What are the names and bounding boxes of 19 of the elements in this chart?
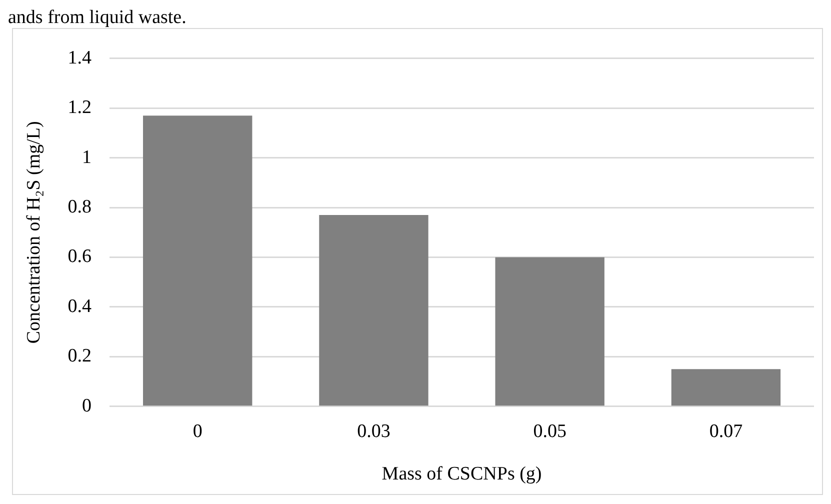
y-tick-label: 0.6 <box>68 246 92 268</box>
y-tick-label: 1.4 <box>68 47 92 68</box>
y-tick-label: 1 <box>82 146 92 168</box>
bar <box>495 257 604 406</box>
y-tick-label: 0.8 <box>68 196 92 218</box>
x-tick-label: 0 <box>192 420 202 442</box>
bar <box>671 369 781 406</box>
x-axis-title: Mass of CSCNPs (g) <box>382 464 542 485</box>
bar <box>319 215 428 406</box>
text: ands from liquid waste. <box>8 7 188 28</box>
x-tick-label: 0.07 <box>709 420 743 442</box>
x-tick-label: 0.05 <box>533 420 566 442</box>
y-tick-label: 1.2 <box>68 97 92 118</box>
bar <box>143 116 252 406</box>
y-tick-label: 0 <box>82 395 92 416</box>
y-axis-title: Concentration of H₂S (mg/L) <box>23 121 44 344</box>
x-tick-label: 0.03 <box>357 420 390 442</box>
y-tick-label: 0.2 <box>68 346 92 367</box>
y-tick-label: 0.4 <box>68 296 92 317</box>
